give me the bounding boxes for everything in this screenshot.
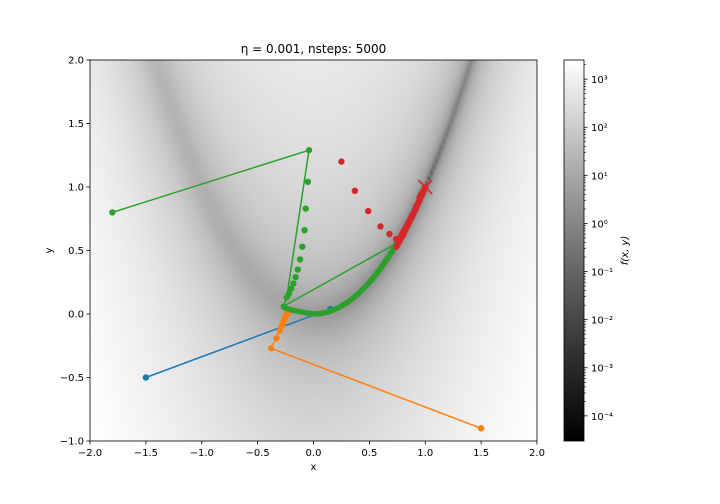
colorbar-tick-label: 10⁻⁴ — [591, 412, 613, 423]
y-tick-label: −0.5 — [60, 373, 84, 384]
x-axis: −2.0 −1.5 −1.0 −0.5 0.0 0.5 1.0 1.5 2.0 — [78, 441, 545, 459]
x-tick-label: 1.5 — [473, 448, 489, 459]
x-axis-label: x — [311, 462, 317, 473]
colorbar-tick-label: 10⁰ — [591, 219, 608, 230]
data-point — [338, 158, 345, 165]
data-point — [283, 294, 290, 301]
y-tick-label: 1.0 — [68, 183, 84, 194]
chart-title: η = 0.001, nsteps: 5000 — [241, 42, 386, 56]
data-point — [292, 273, 299, 281]
data-point — [377, 223, 384, 230]
data-point — [477, 425, 485, 432]
colorbar-tick-label: 10¹ — [591, 171, 608, 182]
data-point — [267, 345, 275, 352]
series-2 — [267, 308, 485, 432]
data-point — [386, 230, 393, 238]
series-line — [282, 242, 398, 308]
y-axis: −1.0 −0.5 0.0 0.5 1.0 1.5 2.0 — [60, 56, 90, 448]
data-point — [290, 280, 297, 287]
data-point — [351, 187, 359, 195]
y-tick-label: 0.0 — [68, 310, 84, 321]
plot-area: −2.0 −1.5 −1.0 −0.5 0.0 0.5 1.0 1.5 2.0 −1.0 −0.5… — [60, 56, 545, 460]
x-tick-label: −2.0 — [78, 448, 102, 459]
data-point — [302, 205, 309, 212]
colorbar-tick-label: 10⁻² — [591, 316, 613, 327]
series-4 — [338, 158, 429, 250]
x-tick-label: 0.5 — [361, 448, 377, 459]
x-tick-label: 0.0 — [306, 448, 322, 459]
colorbar: 10⁻⁴ 10⁻³ 10⁻² 10⁻¹ 10⁰ 10¹ 10² 10³ f(x, y) — [563, 59, 631, 442]
x-tick-label: 2.0 — [529, 448, 545, 459]
y-tick-label: −1.0 — [60, 437, 84, 448]
data-point — [396, 237, 403, 244]
colorbar-ticks: 10⁻⁴ 10⁻³ 10⁻² 10⁻¹ 10⁰ 10¹ 10² 10³ — [584, 64, 613, 423]
colorbar-label: f(x, y) — [620, 236, 631, 266]
x-tick-label: −1.0 — [190, 448, 214, 459]
series-line — [112, 149, 310, 214]
heatmap-background — [90, 60, 537, 441]
series-line — [285, 150, 310, 298]
colorbar-tick-label: 10³ — [591, 75, 608, 86]
x-tick-label: −1.5 — [134, 448, 158, 459]
y-axis-label: y — [44, 247, 55, 253]
data-point — [276, 327, 284, 334]
colorbar-tick-label: 10² — [591, 123, 608, 134]
data-point — [296, 256, 304, 263]
x-tick-label: 1.0 — [417, 448, 433, 459]
minimum-marker — [417, 179, 433, 195]
y-tick-label: 1.5 — [68, 119, 84, 130]
x-tick-label: −0.5 — [245, 448, 269, 459]
data-point — [142, 374, 150, 381]
data-point — [305, 146, 313, 154]
y-tick-label: 0.5 — [68, 246, 84, 257]
series-3 — [109, 146, 401, 317]
data-point — [294, 266, 302, 273]
data-point — [304, 178, 312, 186]
data-point — [109, 209, 116, 216]
series-layer — [109, 146, 485, 432]
colorbar-tick-label: 10⁻³ — [591, 364, 613, 375]
data-point — [416, 193, 423, 201]
data-point — [413, 202, 420, 210]
data-point — [273, 334, 280, 342]
data-point — [404, 221, 411, 229]
series-line — [270, 347, 482, 430]
marker-stroke — [417, 179, 433, 195]
dense-trail — [280, 239, 401, 317]
data-point — [287, 285, 295, 292]
colorbar-frame — [563, 59, 585, 442]
series-line — [145, 308, 331, 379]
y-tick-label: 2.0 — [68, 56, 84, 67]
data-point — [299, 243, 306, 250]
colorbar-tick-label: 10⁻¹ — [591, 268, 613, 279]
data-point — [301, 226, 308, 234]
colorbar-gradient — [564, 60, 584, 441]
data-point — [399, 232, 407, 239]
data-point — [283, 310, 290, 318]
data-point — [365, 207, 372, 215]
data-point — [408, 213, 416, 220]
